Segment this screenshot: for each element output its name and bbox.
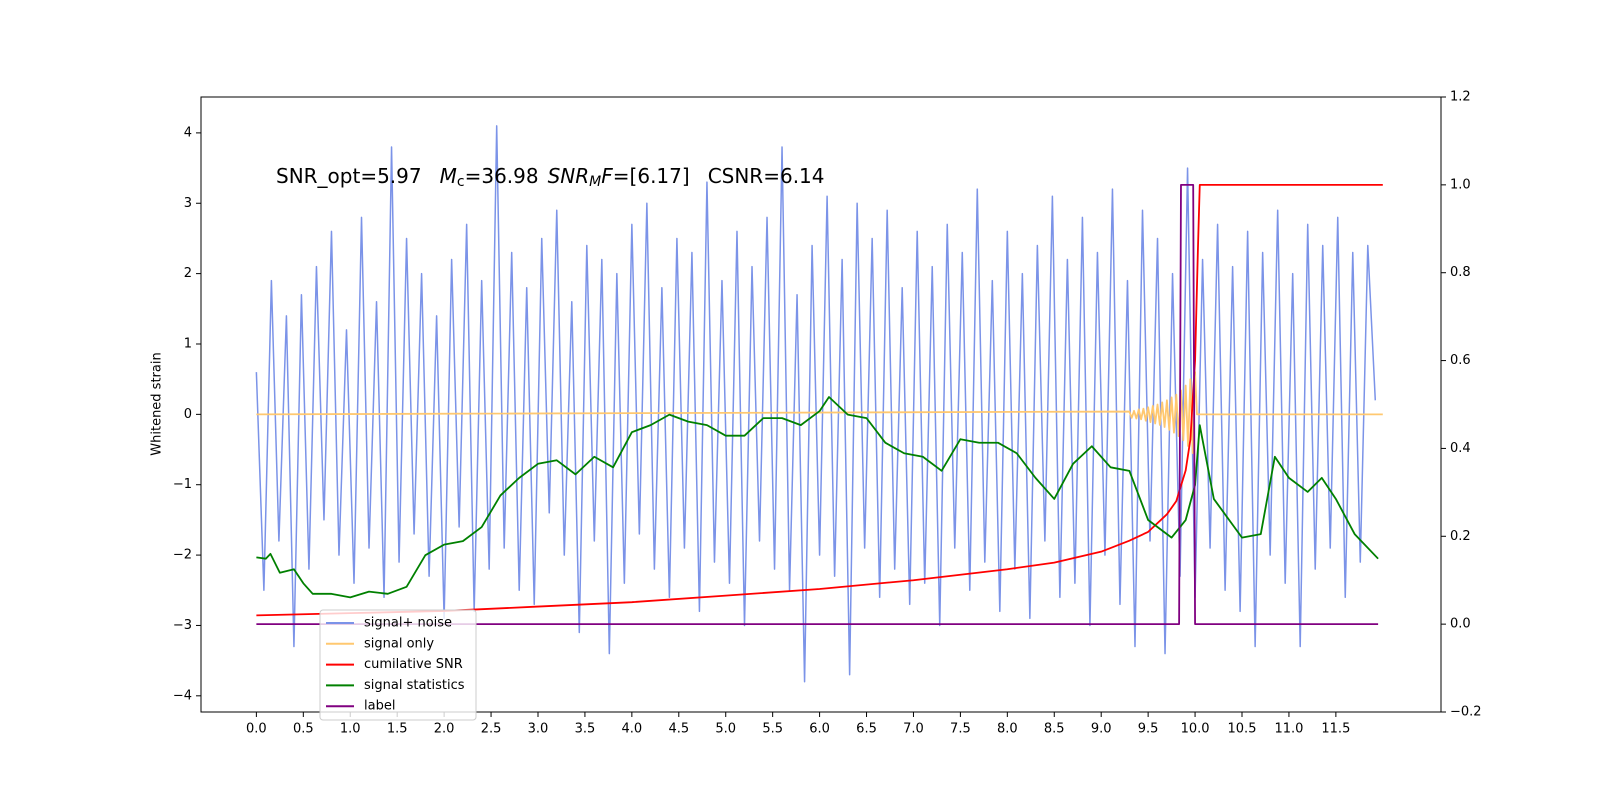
legend-label: cumilative SNR bbox=[364, 657, 463, 672]
legend-label: signal only bbox=[364, 636, 434, 651]
y2-tick-label: 0.4 bbox=[1450, 441, 1471, 456]
annotation-part: F bbox=[601, 164, 613, 188]
y-tick-label: 3 bbox=[184, 196, 192, 211]
annotation-part: M bbox=[589, 174, 601, 190]
annotation-part: SNR bbox=[548, 164, 590, 188]
x-tick-label: 10.5 bbox=[1228, 722, 1257, 737]
y-tick-label: −3 bbox=[173, 618, 192, 633]
y2-tick-label: 1.2 bbox=[1450, 90, 1471, 105]
x-tick-label: 0.0 bbox=[246, 722, 267, 737]
x-tick-label: 11.0 bbox=[1274, 722, 1303, 737]
x-tick-label: 10.0 bbox=[1181, 722, 1210, 737]
y2-tick-label: 0.6 bbox=[1450, 353, 1471, 368]
annotation-part: M bbox=[440, 164, 457, 188]
x-tick-label: 4.5 bbox=[668, 722, 689, 737]
x-tick-label: 1.0 bbox=[340, 722, 361, 737]
x-tick-label: 5.0 bbox=[715, 722, 736, 737]
x-tick-label: 8.0 bbox=[997, 722, 1018, 737]
y-tick-label: 0 bbox=[184, 407, 192, 422]
x-tick-label: 7.5 bbox=[950, 722, 971, 737]
x-tick-label: 6.5 bbox=[856, 722, 877, 737]
legend-box bbox=[319, 609, 477, 721]
y-tick-label: −1 bbox=[173, 477, 192, 492]
x-tick-label: 2.5 bbox=[481, 722, 502, 737]
y-tick-label: −2 bbox=[173, 548, 192, 563]
y-tick-label: 2 bbox=[184, 266, 192, 281]
x-tick-label: 0.5 bbox=[293, 722, 314, 737]
legend-label: label bbox=[364, 699, 395, 714]
annotation-part: c bbox=[457, 174, 465, 190]
x-tick-label: 11.5 bbox=[1321, 722, 1350, 737]
series-line bbox=[256, 396, 1379, 599]
y-tick-label: −4 bbox=[173, 688, 192, 703]
y-tick-label: 1 bbox=[184, 336, 192, 351]
series-line bbox=[256, 371, 1383, 454]
x-tick-label: 9.0 bbox=[1091, 722, 1112, 737]
x-tick-label: 5.5 bbox=[762, 722, 783, 737]
annotation-part: SNR_opt=5.97 bbox=[276, 164, 422, 188]
x-tick-label: 3.0 bbox=[528, 722, 549, 737]
x-tick-label: 9.5 bbox=[1138, 722, 1159, 737]
y2-tick-label: 1.0 bbox=[1450, 177, 1471, 192]
x-tick-label: 6.0 bbox=[809, 722, 830, 737]
x-tick-label: 4.0 bbox=[622, 722, 643, 737]
plot-frame bbox=[200, 96, 1442, 713]
annotation-part: CSNR=6.14 bbox=[708, 164, 825, 188]
y2-tick-label: 0.0 bbox=[1450, 617, 1471, 632]
x-tick-label: 8.5 bbox=[1044, 722, 1065, 737]
y-axis-label: Whitened strain bbox=[150, 352, 165, 455]
y2-tick-label: 0.8 bbox=[1450, 265, 1471, 280]
annotation-part: =36.98 bbox=[465, 164, 539, 188]
x-tick-label: 2.0 bbox=[434, 722, 455, 737]
y2-tick-label: −0.2 bbox=[1450, 705, 1482, 720]
legend-label: signal statistics bbox=[364, 678, 465, 693]
series-line bbox=[256, 183, 1379, 626]
y2-tick-label: 0.2 bbox=[1450, 529, 1471, 544]
x-tick-label: 3.5 bbox=[575, 722, 596, 737]
x-tick-label: 1.5 bbox=[387, 722, 408, 737]
y-tick-label: 4 bbox=[184, 125, 192, 140]
series-line bbox=[255, 125, 1377, 683]
annotation-part: =[6.17] bbox=[613, 164, 690, 188]
annotation: SNR_opt=5.97 Mc=36.98 SNRMF=[6.17] CSNR=6.1… bbox=[276, 164, 825, 191]
x-tick-label: 7.0 bbox=[903, 722, 924, 737]
legend-label: signal+ noise bbox=[364, 616, 452, 631]
